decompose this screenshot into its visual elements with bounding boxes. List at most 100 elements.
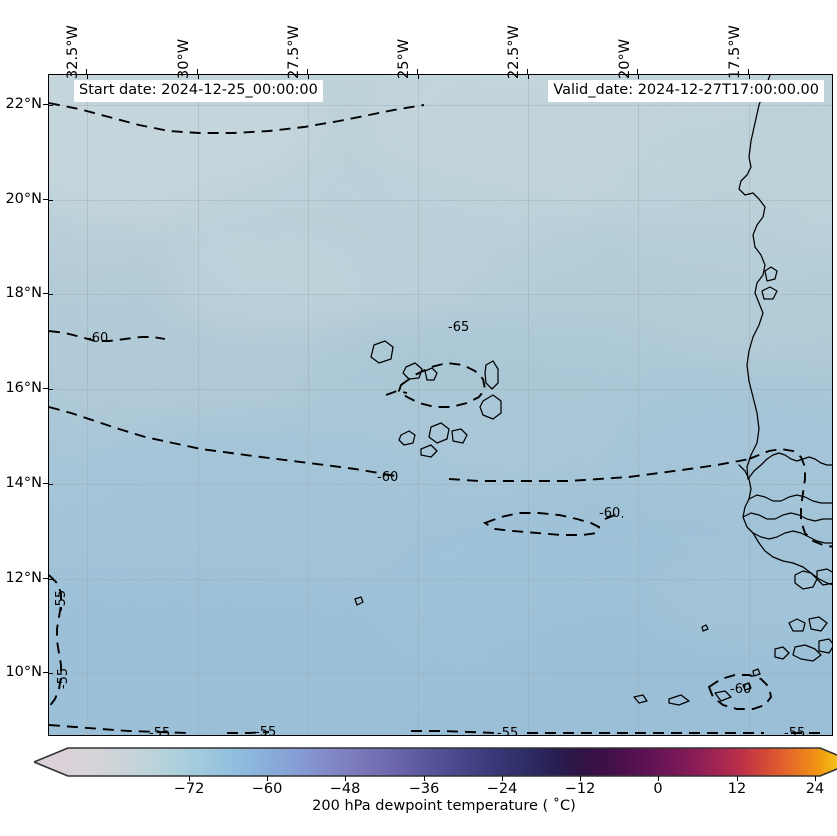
contour-line-60-mid-left bbox=[49, 406, 402, 478]
lon-tick bbox=[86, 69, 88, 74]
contour-line-60-lowerright bbox=[707, 674, 773, 710]
lon-tick-inner bbox=[198, 75, 200, 79]
start-date-annotation: Start date: 2024-12-25_00:00:00 bbox=[74, 80, 323, 102]
coastline-island bbox=[764, 266, 778, 282]
graticule-line-lon bbox=[528, 75, 529, 735]
coastline-gambia-river bbox=[748, 494, 832, 504]
coastline-group bbox=[354, 75, 832, 706]
colorbar-tick bbox=[345, 776, 347, 781]
colorbar-tick bbox=[737, 776, 739, 781]
coastline-speck-7 bbox=[752, 668, 761, 677]
lon-tick-label: 27.5°W bbox=[286, 25, 302, 79]
coastline-antilles-8 bbox=[451, 428, 468, 444]
contour-group bbox=[49, 102, 832, 734]
coastline-bijagos-3 bbox=[788, 618, 806, 632]
lat-tick-label: 22°N bbox=[5, 96, 42, 112]
lat-tick-inner bbox=[49, 389, 53, 391]
lat-tick-label: 20°N bbox=[5, 191, 42, 207]
coastline-speck-4 bbox=[668, 694, 690, 706]
contour-label: -55 bbox=[149, 726, 171, 736]
graticule-line-lon bbox=[638, 75, 639, 735]
lon-tick-label: 30°W bbox=[176, 38, 192, 79]
coastline-bijagos-1 bbox=[794, 570, 818, 590]
lat-tick-inner bbox=[49, 484, 53, 486]
map-plot-area[interactable]: -60 -65 -60 -60 -55 -55 -60 -55 -55 -55 … bbox=[48, 74, 833, 736]
lon-tick-inner bbox=[418, 75, 420, 79]
graticule-line-lat bbox=[49, 673, 832, 674]
contour-label: -60 bbox=[730, 682, 752, 697]
lat-tick bbox=[43, 199, 48, 201]
graticule-line-lat bbox=[49, 105, 832, 106]
lon-tick bbox=[197, 69, 199, 74]
contour-label: -55 bbox=[54, 589, 70, 612]
colorbar-tick-label: 24 bbox=[805, 781, 825, 797]
lat-tick bbox=[43, 293, 48, 295]
lon-tick-label: 17.5°W bbox=[727, 25, 743, 79]
valid-date-annotation: Valid_date: 2024-12-27T17:00:00.00 bbox=[548, 80, 824, 102]
colorbar-tick-label: −36 bbox=[408, 781, 440, 797]
lat-tick-inner bbox=[49, 673, 53, 675]
lat-tick-label: 14°N bbox=[5, 475, 42, 491]
colorbar-tick-label: 0 bbox=[653, 781, 663, 797]
lat-tick-label: 18°N bbox=[5, 285, 42, 301]
lon-tick-label: 25°W bbox=[396, 38, 412, 79]
graticule-line-lon bbox=[308, 75, 309, 735]
contour-line-65-closed bbox=[397, 362, 487, 408]
contour-label: -60 bbox=[377, 470, 399, 485]
lat-tick bbox=[43, 388, 48, 390]
contour-label: -55 bbox=[784, 726, 806, 736]
coastline-bijagos-7 bbox=[818, 638, 832, 654]
lat-tick bbox=[43, 672, 48, 674]
contour-line-55-bottom-2 bbox=[227, 731, 270, 734]
lat-tick-label: 10°N bbox=[5, 664, 42, 680]
contour-line-55-bottom-3 bbox=[411, 730, 498, 734]
graticule-line-lat bbox=[49, 200, 832, 201]
lat-tick-inner bbox=[49, 294, 53, 296]
colorbar-tick bbox=[189, 776, 191, 781]
coastline-guinea-bissau bbox=[752, 532, 832, 586]
colorbar-tick bbox=[267, 776, 269, 781]
graticule-line-lon bbox=[418, 75, 419, 735]
lon-tick-inner bbox=[308, 75, 310, 79]
contour-line-60-mid-right bbox=[448, 458, 750, 482]
colorbar-tick bbox=[424, 776, 426, 781]
lon-tick-label: 22.5°W bbox=[506, 25, 522, 79]
lon-tick-inner bbox=[528, 75, 530, 79]
colorbar-tick-label: 12 bbox=[727, 781, 747, 797]
contour-label: -55 bbox=[56, 667, 72, 690]
contour-line-55-bottom-1 bbox=[49, 724, 190, 734]
lon-tick-inner bbox=[87, 75, 89, 79]
colorbar-axis-label: 200 hPa dewpoint temperature ( ˚C) bbox=[312, 798, 576, 814]
coastline-antilles-3 bbox=[424, 367, 438, 381]
colorbar-tick-label: −60 bbox=[251, 781, 283, 797]
colorbar[interactable]: −72 −60 −48 −36 −24 −12 0 12 24 200 hPa … bbox=[34, 747, 837, 814]
contour-line-65-tail bbox=[385, 390, 408, 396]
lon-tick bbox=[417, 69, 419, 74]
lon-tick-label: 20°W bbox=[617, 38, 633, 79]
contour-line-60-small-south bbox=[482, 512, 601, 536]
coastline-antilles-9 bbox=[420, 444, 438, 458]
coastline-speck-3 bbox=[633, 694, 648, 704]
contour-line-60-ne-hook bbox=[748, 448, 832, 548]
lon-tick-label: 32.5°W bbox=[65, 25, 81, 79]
lat-tick-label: 12°N bbox=[5, 570, 42, 586]
contour-line-55-left bbox=[49, 574, 62, 708]
graticule-line-lat bbox=[49, 294, 832, 295]
coastline-speck-2 bbox=[701, 624, 709, 632]
coastline-speck-6 bbox=[742, 682, 752, 691]
coastline-speck-1 bbox=[354, 596, 364, 606]
coastline-casamance bbox=[742, 512, 832, 522]
map-overlay-lines bbox=[49, 75, 832, 734]
lon-tick bbox=[637, 69, 639, 74]
lon-tick bbox=[527, 69, 529, 74]
lon-tick bbox=[748, 69, 750, 74]
lat-tick-inner bbox=[49, 200, 53, 202]
coastline-west-africa-north bbox=[738, 75, 771, 480]
contour-label: -60 bbox=[87, 331, 109, 346]
graticule-line-lon bbox=[749, 75, 750, 735]
contour-line-60-upperleft bbox=[49, 330, 166, 342]
coastline-antilles-2 bbox=[402, 362, 423, 380]
contour-line-60-small-tail bbox=[604, 514, 624, 520]
coastline-senegal-north bbox=[747, 452, 832, 480]
graticule-line-lon bbox=[198, 75, 199, 735]
